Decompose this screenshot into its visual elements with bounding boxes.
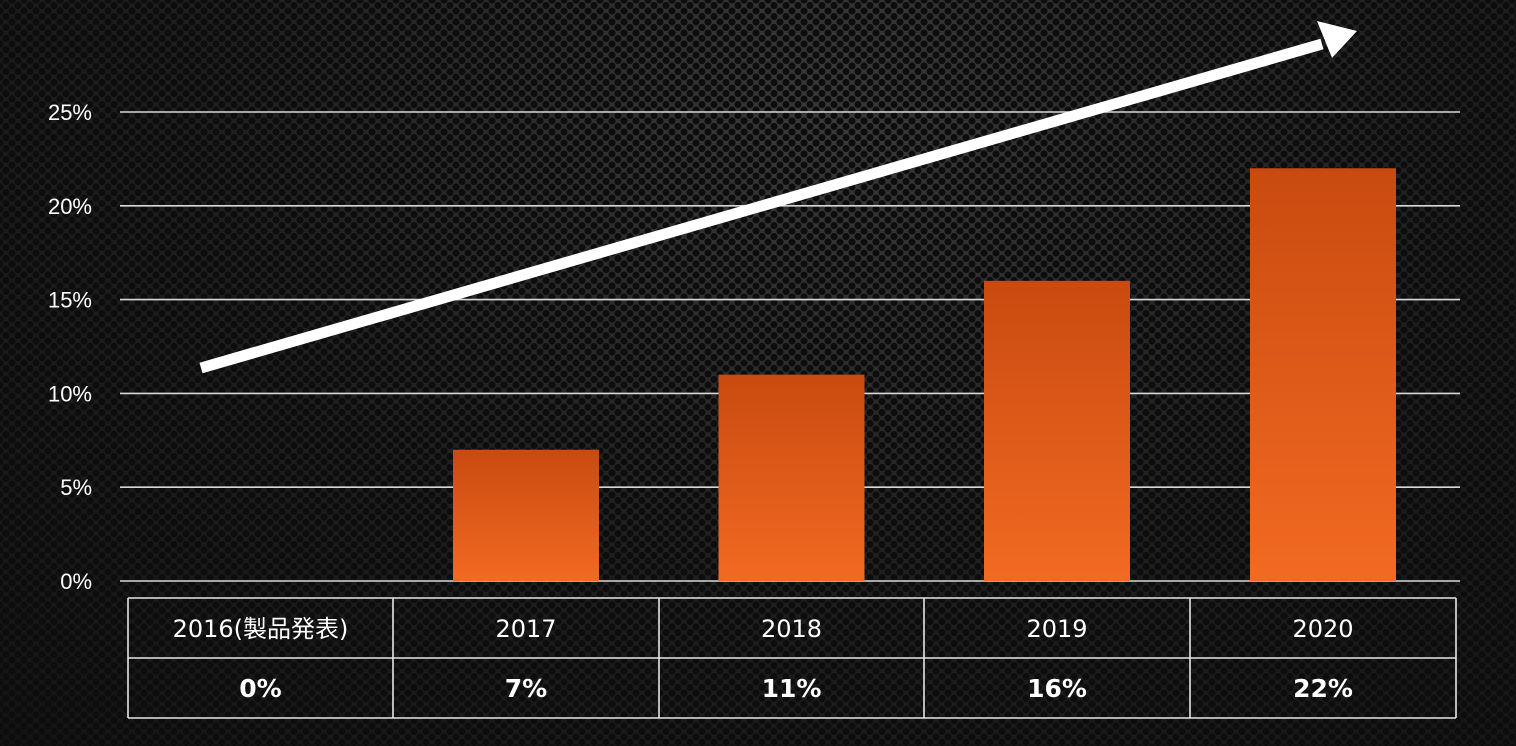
y-tick-label: 20% xyxy=(48,194,92,219)
trend-arrow-head-icon xyxy=(1317,21,1357,58)
category-label: 2018 xyxy=(761,615,822,643)
bar xyxy=(453,449,599,581)
value-label: 11% xyxy=(762,674,822,703)
trend-arrow-shaft xyxy=(199,38,1324,374)
bar xyxy=(718,374,865,581)
y-tick-label: 5% xyxy=(60,475,92,500)
y-tick-label: 0% xyxy=(60,569,92,594)
bars xyxy=(453,168,1396,581)
value-label: 0% xyxy=(239,674,281,703)
y-tick-label: 25% xyxy=(48,100,92,125)
data-table: 2016(製品発表) 0% 2017 7% 2018 11% 2019 16% 2020 22% xyxy=(127,597,1457,719)
bar xyxy=(984,280,1130,581)
y-tick-label: 15% xyxy=(48,288,92,313)
value-label: 7% xyxy=(505,674,547,703)
y-axis-ticks: 0% 5% 10% 15% 20% 25% xyxy=(48,100,92,594)
value-label: 16% xyxy=(1027,674,1087,703)
category-label: 2016(製品発表) xyxy=(173,615,349,643)
bar xyxy=(1250,168,1396,581)
y-tick-label: 10% xyxy=(48,381,92,406)
category-label: 2020 xyxy=(1292,615,1353,643)
value-label: 22% xyxy=(1293,674,1353,703)
category-label: 2017 xyxy=(495,615,556,643)
category-label: 2019 xyxy=(1026,615,1087,643)
trend-arrow xyxy=(199,21,1357,374)
